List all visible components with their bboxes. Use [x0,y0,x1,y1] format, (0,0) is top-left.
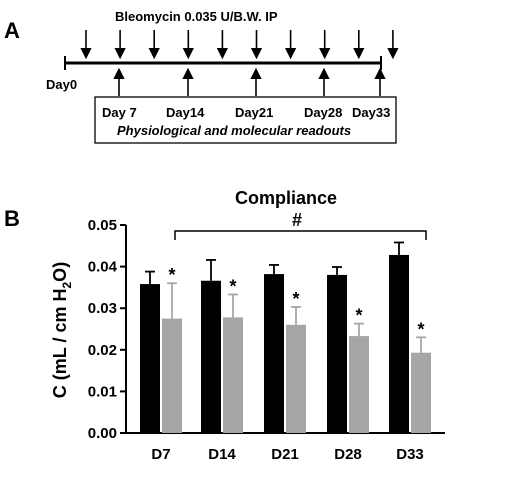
panel-b-letter: B [4,206,20,231]
bar [201,280,221,433]
readout-box [94,96,397,144]
readout-day-1: Day 7 [102,105,137,120]
bar [264,274,284,433]
panel-a: A Bleomycin 0.035 U/B.W. IP Day0 Day 7 D… [4,9,399,144]
y-axis-label: C (mL / cm H2O) [50,262,74,398]
significance-mark: * [168,265,175,285]
y-axis-label-subscript: 2 [60,282,74,289]
bar [349,336,369,433]
y-tick-labels: 0.00 0.01 0.02 0.03 0.04 0.05 [88,217,118,442]
readout-day-2: Day14 [166,105,205,120]
bar [327,274,347,433]
significance-marks: * * * * * [168,265,424,339]
y-tick-label: 0.00 [88,425,117,442]
y-tick-label: 0.01 [88,383,117,400]
x-tick-label: D33 [396,446,424,463]
readout-caption: Physiological and molecular readouts [117,123,351,138]
x-tick-label: D14 [208,446,236,463]
bar [223,317,243,433]
y-tick-label: 0.04 [88,259,118,276]
bar [389,254,409,433]
significance-bracket: # [174,210,427,240]
treatment-label: Bleomycin 0.035 U/B.W. IP [115,9,278,24]
panel-a-letter: A [4,18,20,43]
readout-day-4: Day28 [304,105,342,120]
readout-arrows [113,67,386,96]
readout-day-5: Day33 [352,105,390,120]
y-axis-label-end: O) [50,262,70,282]
significance-mark: * [355,306,362,326]
bar [286,324,306,433]
readout-day-3: Day21 [235,105,273,120]
x-tick-labels: D7 D14 D21 D28 D33 [151,446,423,463]
y-ticks [120,224,126,434]
bracket-line [174,230,427,240]
bar [162,318,182,433]
plot-area: 0.00 0.01 0.02 0.03 0.04 0.05 D7 D14 D21… [88,210,445,463]
y-tick-label: 0.03 [88,300,117,317]
y-tick-label: 0.05 [88,217,117,234]
significance-mark: * [229,276,236,296]
y-tick-label: 0.02 [88,342,117,359]
bar [411,352,431,433]
significance-mark: * [292,289,299,309]
bracket-mark: # [292,210,302,230]
chart-title: Compliance [235,188,337,208]
panel-b: B Compliance C (mL / cm H2O) 0.00 0.01 0… [4,188,445,463]
significance-mark: * [417,319,424,339]
timeline-start-label: Day0 [46,77,77,92]
dose-arrows [80,30,399,60]
bars [140,241,431,433]
x-tick-label: D7 [151,446,170,463]
x-tick-label: D28 [334,446,362,463]
y-axis-label-main: C (mL / cm H [50,289,70,399]
bar [140,284,160,433]
x-tick-label: D21 [271,446,299,463]
